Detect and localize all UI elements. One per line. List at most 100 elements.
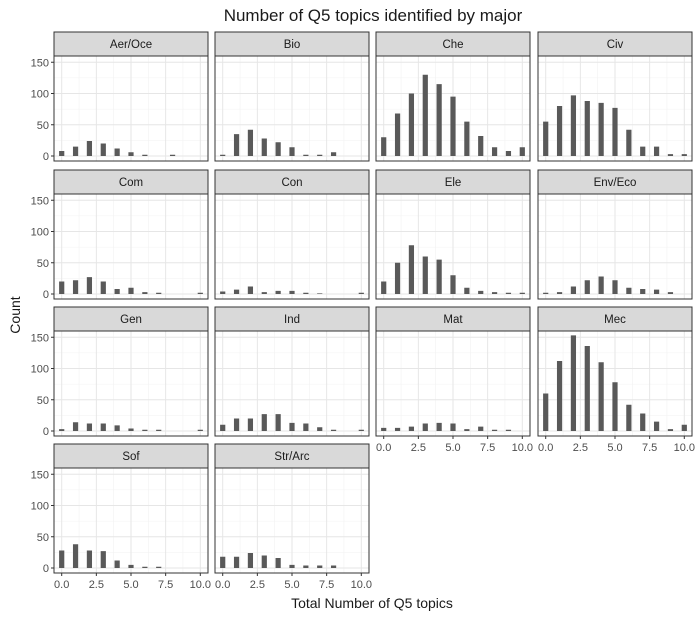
bar: [100, 423, 106, 431]
bar: [556, 361, 563, 431]
y-tick-label: 0: [43, 563, 49, 575]
bar: [220, 154, 226, 156]
bar: [114, 289, 120, 294]
bar: [233, 418, 240, 431]
bar: [261, 138, 267, 156]
bar: [681, 154, 687, 156]
facet-panel: Ind: [214, 306, 370, 437]
panel-border: [53, 330, 209, 437]
x-tick-label: 5.0: [123, 579, 138, 591]
bar: [667, 292, 674, 294]
bar: [612, 382, 618, 431]
y-axis-title: Count: [7, 296, 23, 333]
facet-panels: Aer/Oce 0 50 100 150 Bio Che Civ Com 0 50 100 150 Con…: [31, 31, 695, 591]
panel-border: [214, 330, 370, 437]
y-tick-label: 100: [31, 364, 49, 376]
facet-label: Ind: [284, 314, 300, 326]
chart-title: Number of Q5 topics identified by major: [224, 6, 523, 25]
bar: [667, 429, 674, 431]
bar: [72, 422, 79, 431]
y-tick-label: 50: [37, 258, 49, 270]
bar: [247, 553, 254, 568]
bar: [598, 362, 604, 431]
facet-panel: Ele: [375, 169, 531, 300]
bar: [100, 143, 106, 156]
bar: [408, 245, 415, 294]
y-tick-label: 50: [37, 532, 49, 544]
facet-panel: Gen 0 50 100 150: [31, 306, 209, 438]
bar: [408, 93, 415, 156]
bar: [491, 147, 498, 156]
facet-label: Aer/Oce: [110, 39, 152, 51]
bar: [505, 429, 512, 431]
bar: [381, 281, 387, 294]
bar: [422, 74, 428, 156]
panel-border: [537, 193, 693, 300]
bar: [247, 418, 254, 431]
bar: [59, 151, 65, 156]
facet-label: Com: [119, 177, 143, 189]
bar: [303, 423, 309, 431]
bar: [381, 137, 387, 156]
facet-panel: Aer/Oce 0 50 100 150: [31, 31, 209, 163]
bar: [142, 566, 148, 568]
bar: [261, 414, 267, 431]
bar: [59, 429, 65, 431]
facet-strip: [53, 31, 209, 57]
y-tick-label: 150: [31, 469, 49, 481]
bar: [114, 425, 120, 431]
bar: [142, 292, 148, 294]
bar: [317, 293, 323, 294]
panel-border: [53, 193, 209, 300]
bar: [247, 286, 254, 294]
x-tick-label: 7.5: [642, 442, 657, 454]
bar: [72, 146, 79, 156]
bar: [289, 147, 295, 156]
facet-strip: [537, 306, 693, 332]
facet-strip: [537, 31, 693, 57]
x-tick-label: 0.0: [54, 579, 69, 591]
bar: [505, 151, 512, 156]
facet-panel: Bio: [214, 31, 370, 162]
bar: [114, 148, 120, 156]
bar: [72, 544, 79, 568]
bar: [436, 84, 442, 156]
bar: [422, 256, 428, 294]
bar: [584, 280, 590, 294]
facet-label: Bio: [284, 39, 301, 51]
bar: [317, 565, 323, 568]
facet-label: Env/Eco: [594, 177, 637, 189]
bar: [220, 291, 226, 294]
x-tick-label: 10.0: [674, 442, 695, 454]
x-tick-label: 7.5: [158, 579, 173, 591]
bar: [556, 292, 563, 294]
bar: [408, 426, 415, 431]
bar: [100, 281, 106, 294]
bar: [640, 413, 646, 431]
panel-border: [214, 55, 370, 162]
facet-panel: Str/Arc 0.0 2.5 5.0 7.5 10.0: [214, 443, 372, 591]
panel-border: [375, 55, 531, 162]
facet-panel: Env/Eco: [537, 169, 693, 300]
y-tick-label: 0: [43, 151, 49, 163]
bar: [247, 129, 254, 156]
bar: [505, 292, 512, 294]
facet-strip: [53, 169, 209, 195]
facet-panel: Con: [214, 169, 370, 300]
x-tick-label: 2.5: [411, 442, 426, 454]
bar: [261, 292, 267, 294]
panel-border: [214, 193, 370, 300]
facet-panel: Che: [375, 31, 531, 162]
facet-label: Str/Arc: [274, 451, 309, 463]
bar: [128, 152, 134, 156]
bar: [653, 289, 660, 294]
bar: [584, 346, 590, 431]
bar: [59, 550, 65, 568]
bar: [330, 565, 337, 568]
bar: [422, 423, 428, 431]
bar: [626, 129, 632, 156]
bar: [289, 290, 295, 294]
bar: [156, 429, 162, 431]
x-tick-label: 0.0: [538, 442, 553, 454]
